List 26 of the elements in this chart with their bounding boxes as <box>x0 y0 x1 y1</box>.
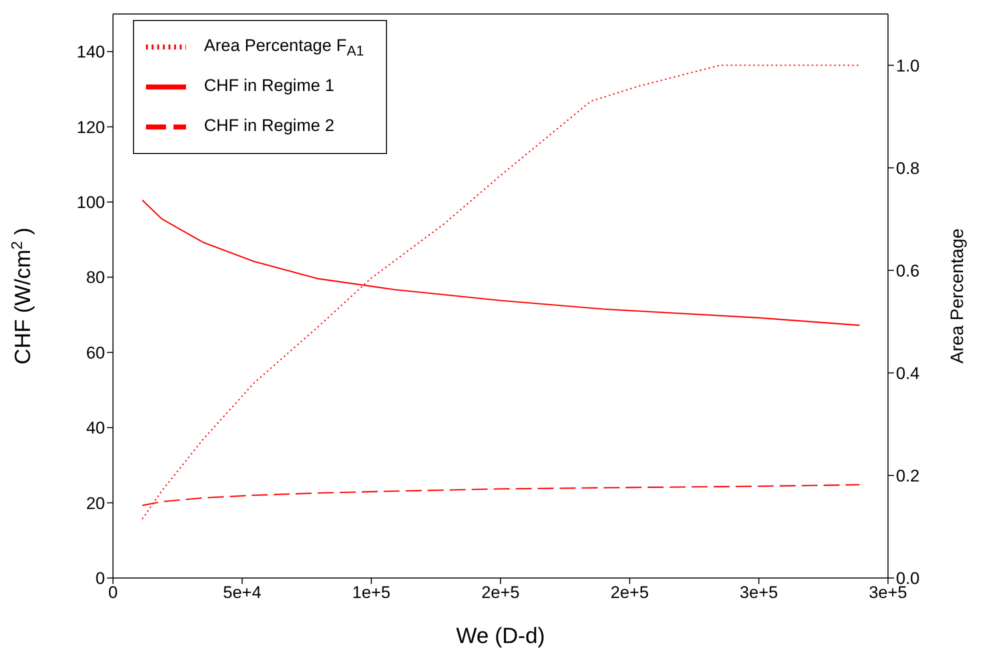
x-tick-label: 2e+5 <box>481 583 520 602</box>
y2-tick-label: 0.2 <box>896 466 920 486</box>
x-tick-label: 0 <box>108 583 118 602</box>
x-tick-label: 2e+5 <box>610 583 649 602</box>
y-tick-label: 80 <box>86 268 105 288</box>
y2-axis-title: Area Percentage <box>947 228 967 364</box>
y-tick-label: 100 <box>76 193 105 212</box>
x-tick-label: 3e+5 <box>868 583 908 602</box>
x-tick-label: 5e+4 <box>223 583 262 602</box>
x-axis-title: We (D-d) <box>456 623 545 648</box>
y2-tick-label: 0.6 <box>896 261 920 280</box>
y-tick-label: 60 <box>86 343 105 362</box>
x-tick-label: 1e+5 <box>352 583 390 602</box>
y-tick-label: 140 <box>76 42 105 62</box>
legend-label: Area Percentage F$_{A1}$ <box>204 36 364 60</box>
y2-tick-label: 0.8 <box>896 158 920 178</box>
y2-tick-label: 1.0 <box>896 56 920 76</box>
line-series <box>142 64 860 520</box>
y2-tick-label: 0.4 <box>896 364 920 383</box>
y-tick-label: 40 <box>86 418 105 438</box>
legend-label: CHF in Regime 1 <box>204 76 334 96</box>
y-tick-label: 0 <box>96 569 105 588</box>
y-tick-label: 120 <box>76 118 105 137</box>
x-tick-label: 3e+5 <box>740 583 778 602</box>
y-tick-label: 20 <box>86 494 105 513</box>
legend-label: CHF in Regime 2 <box>204 116 334 136</box>
